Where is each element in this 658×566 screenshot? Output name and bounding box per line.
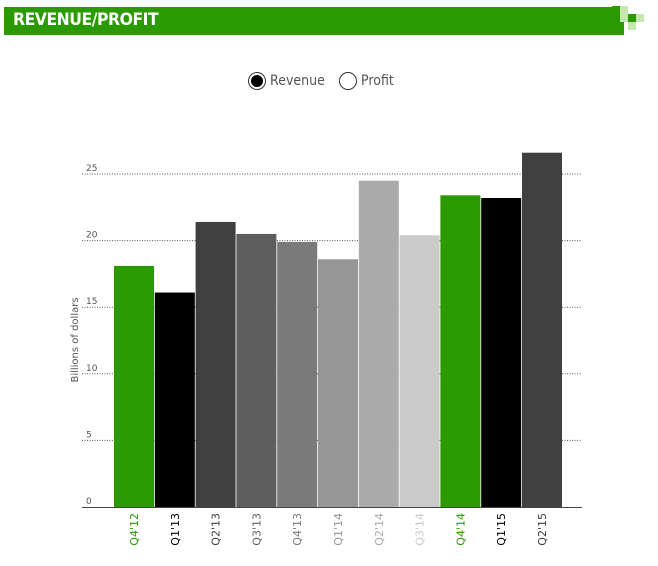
y-axis-title: Billions of dollars — [70, 297, 81, 382]
revenue-radio-label: Revenue — [270, 73, 325, 89]
corner-deco-icon — [612, 6, 646, 32]
x-tick-label: Q4'14 — [454, 513, 467, 546]
x-tick-label: Q1'14 — [332, 513, 345, 546]
bar — [195, 221, 236, 507]
bar — [481, 197, 522, 507]
metric-toggle: Revenue Profit — [248, 70, 406, 92]
section-header: REVENUE/PROFIT — [4, 7, 624, 35]
x-tick-label: Q4'13 — [291, 513, 304, 546]
bar — [154, 292, 195, 507]
section-title: REVENUE/PROFIT — [13, 10, 159, 30]
y-tick-label: 25 — [86, 164, 97, 174]
y-tick-label: 20 — [86, 231, 98, 241]
radio-unselected-icon — [338, 72, 357, 90]
x-tick-label: Q1'13 — [169, 513, 182, 546]
y-tick-label: 10 — [86, 364, 98, 374]
revenue-radio[interactable]: Revenue — [248, 72, 339, 90]
bar — [318, 259, 358, 507]
x-tick-label: Q3'14 — [414, 513, 427, 546]
x-tick-label: Q2'14 — [373, 513, 386, 546]
profit-radio-label: Profit — [360, 73, 394, 89]
radio-selected-icon — [248, 72, 266, 90]
bar — [277, 241, 318, 507]
bar — [440, 195, 481, 507]
bar — [114, 265, 154, 507]
bar — [399, 235, 440, 507]
x-tick-label: Q1'15 — [495, 513, 508, 546]
bar — [522, 152, 562, 508]
x-tick-label: Q2'15 — [536, 513, 549, 546]
x-tick-label: Q4'12 — [128, 513, 141, 546]
x-tick-label: Q2'13 — [210, 513, 223, 546]
bar — [358, 180, 399, 507]
y-tick-label: 5 — [86, 430, 92, 440]
bar — [236, 233, 277, 507]
y-tick-label: 15 — [86, 297, 97, 307]
x-tick-label: Q3'13 — [250, 513, 263, 546]
profit-radio[interactable]: Profit — [338, 72, 406, 90]
y-tick-label: 0 — [86, 497, 92, 507]
